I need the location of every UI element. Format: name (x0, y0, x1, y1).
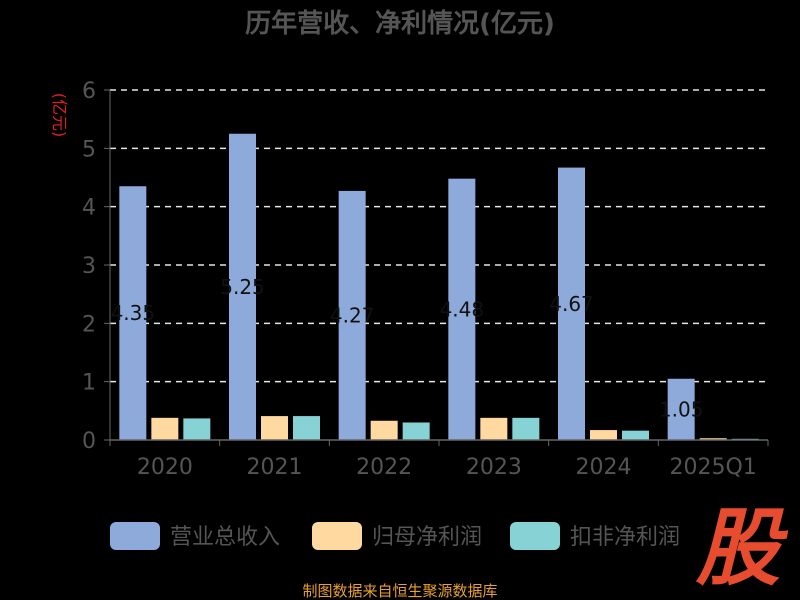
legend-label: 归母净利润 (372, 525, 482, 550)
bar (512, 417, 540, 440)
y-tick-label: 4 (82, 196, 96, 221)
bar (338, 190, 366, 440)
bar (402, 422, 430, 440)
bar (448, 178, 476, 440)
legend-swatch (510, 522, 560, 550)
data-label: 4.27 (330, 303, 375, 327)
x-tick-label: 2021 (247, 455, 303, 480)
y-tick-label: 3 (82, 254, 96, 279)
data-label: 1.05 (659, 397, 704, 421)
y-tick-label: 5 (82, 137, 96, 162)
legend-item[interactable]: 扣非净利润 (510, 522, 680, 550)
data-label: 4.48 (440, 297, 485, 321)
source-note: 制图数据来自恒生聚源数据库 (302, 582, 497, 600)
bar (261, 416, 288, 440)
bar (229, 133, 256, 440)
legend-swatch (312, 522, 362, 550)
data-label: 5.25 (220, 275, 265, 299)
y-axis-label: (亿元) (50, 93, 69, 138)
x-tick-label: 2025Q1 (670, 455, 757, 480)
x-tick-label: 2022 (356, 455, 412, 480)
y-axis-ticks: 0 1 2 3 4 5 6 (82, 79, 111, 454)
x-axis: 2020 2021 2022 2023 2024 2025Q1 (109, 439, 769, 480)
legend: 营业总收入 归母净利润 扣非净利润 (110, 522, 680, 550)
bar (293, 416, 320, 440)
bar (590, 430, 617, 440)
legend-label: 营业总收入 (170, 525, 280, 550)
y-tick-label: 1 (82, 371, 96, 396)
y-tick-label: 6 (82, 79, 96, 104)
bar (183, 418, 211, 440)
y-tick-label: 2 (82, 312, 96, 337)
bars (119, 133, 759, 441)
chart-title: 历年营收、净利情况(亿元) (245, 8, 555, 39)
legend-swatch (110, 522, 160, 550)
x-tick-label: 2024 (576, 455, 632, 480)
gridlines (110, 89, 768, 383)
x-tick-label: 2023 (466, 455, 522, 480)
bar (667, 378, 695, 440)
data-label: 4.67 (549, 292, 594, 316)
bar (480, 417, 508, 440)
data-label: 4.35 (111, 301, 156, 325)
legend-item[interactable]: 营业总收入 (110, 522, 280, 550)
bar (558, 167, 585, 441)
y-tick-label: 0 (82, 429, 96, 454)
logo: 股 (695, 499, 789, 597)
bar (622, 430, 649, 440)
bar (699, 438, 727, 440)
bar (370, 420, 398, 440)
bar (151, 417, 179, 440)
data-labels: 4.35 5.25 4.27 4.48 4.67 1.05 (111, 275, 704, 422)
legend-item[interactable]: 归母净利润 (312, 522, 482, 550)
legend-label: 扣非净利润 (570, 525, 680, 550)
x-tick-label: 2020 (137, 455, 193, 480)
bar (119, 186, 147, 440)
